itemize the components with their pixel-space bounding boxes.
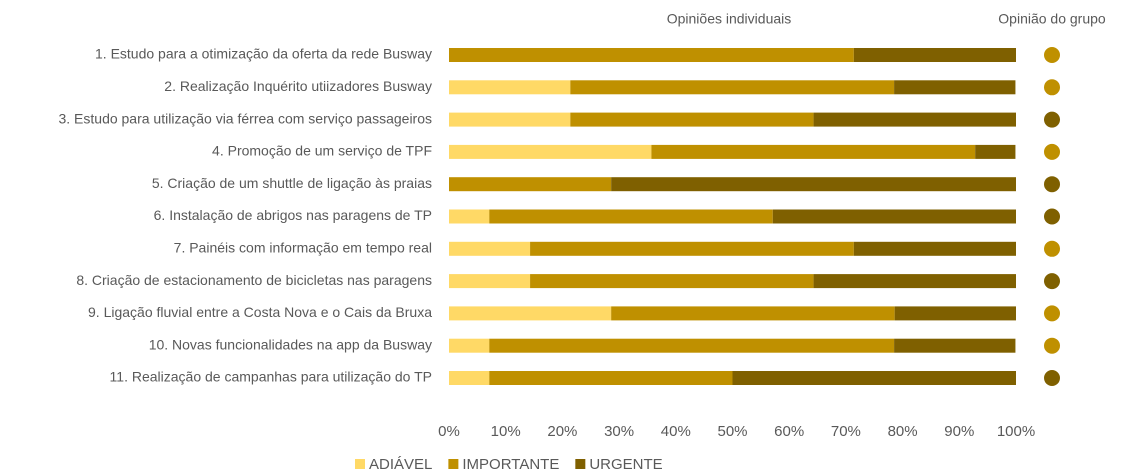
bar-segment <box>530 274 814 289</box>
bar-segment <box>732 371 1016 385</box>
bar-segment <box>489 209 773 224</box>
group-opinion-dot <box>1044 273 1060 290</box>
bar-segment <box>449 177 612 192</box>
legend-label: ADIÁVEL <box>369 456 432 472</box>
x-tick-label: 0% <box>438 423 460 440</box>
bar-segment <box>894 80 1016 95</box>
bar-segment <box>449 209 490 224</box>
legend-swatch <box>355 459 365 469</box>
group-opinion-dot <box>1044 111 1060 128</box>
bar-segment <box>449 306 612 321</box>
bar-segment <box>853 48 1016 62</box>
group-opinion-dot <box>1044 47 1060 63</box>
bar-segment <box>570 80 895 95</box>
bar-segment <box>449 112 571 127</box>
bar-segment <box>651 144 976 159</box>
y-tick-label: 8. Criação de estacionamento de biciclet… <box>76 272 432 288</box>
bar-segment <box>570 112 814 127</box>
legend-label: IMPORTANTE <box>462 456 559 472</box>
y-tick-label: 1. Estudo para a otimização da oferta da… <box>95 46 432 62</box>
bar-segment <box>894 338 1016 353</box>
y-tick-label: 6. Instalação de abrigos nas paragens de… <box>154 207 432 223</box>
bar-segment <box>894 306 1016 321</box>
group-title: Opinião do grupo <box>998 11 1106 27</box>
bar-segment <box>449 274 531 289</box>
x-tick-label: 50% <box>717 423 747 440</box>
group-opinion-dot <box>1044 370 1060 386</box>
x-tick-label: 30% <box>604 423 634 440</box>
bar-segment <box>449 371 490 385</box>
bar-segment <box>813 112 1016 127</box>
bar-segment <box>449 144 652 159</box>
group-opinion-dot <box>1044 208 1060 225</box>
x-tick-label: 80% <box>888 423 918 440</box>
y-tick-label: 2. Realização Inquérito utiizadores Busw… <box>164 78 432 94</box>
legend-swatch <box>448 459 459 469</box>
bar-segment <box>853 241 1016 256</box>
x-tick-label: 100% <box>997 423 1035 440</box>
y-tick-label: 9. Ligação fluvial entre a Costa Nova e … <box>88 304 432 320</box>
x-tick-label: 40% <box>661 423 691 440</box>
bar-segment <box>449 80 571 95</box>
x-tick-label: 90% <box>944 423 974 440</box>
x-tick-label: 60% <box>774 423 804 440</box>
bar-segment <box>611 177 1016 192</box>
bar-segment <box>975 144 1016 159</box>
group-opinion-dot <box>1044 305 1060 322</box>
bar-segment <box>611 306 895 321</box>
y-tick-label: 4. Promoção de um serviço de TPF <box>212 143 432 159</box>
bar-segment <box>813 274 1016 289</box>
bar-segment <box>449 338 490 353</box>
group-opinion-dot <box>1044 143 1060 160</box>
bar-segment <box>449 241 531 256</box>
y-tick-label: 10. Novas funcionalidades na app da Busw… <box>149 336 432 352</box>
group-opinion-dot <box>1044 240 1060 257</box>
bar-segment <box>772 209 1016 224</box>
y-tick-label: 11. Realização de campanhas para utiliza… <box>110 369 432 385</box>
bar-segment <box>489 371 733 385</box>
group-opinion-dot <box>1044 176 1060 193</box>
bar-segment <box>489 338 895 353</box>
group-opinion-dot <box>1044 337 1060 354</box>
bar-segment <box>530 241 854 256</box>
bar-segment <box>449 48 854 62</box>
y-tick-label: 7. Painéis com informação em tempo real <box>174 240 432 256</box>
group-opinion-dot <box>1044 79 1060 96</box>
legend-label: URGENTE <box>589 456 662 472</box>
x-tick-label: 20% <box>547 423 577 440</box>
y-tick-label: 5. Criação de um shuttle de ligação às p… <box>152 175 432 191</box>
x-tick-label: 70% <box>831 423 861 440</box>
chart-title: Opiniões individuais <box>667 11 792 27</box>
legend-swatch <box>575 459 586 469</box>
x-tick-label: 10% <box>491 423 521 440</box>
y-tick-label: 3. Estudo para utilização via férrea com… <box>58 110 432 126</box>
